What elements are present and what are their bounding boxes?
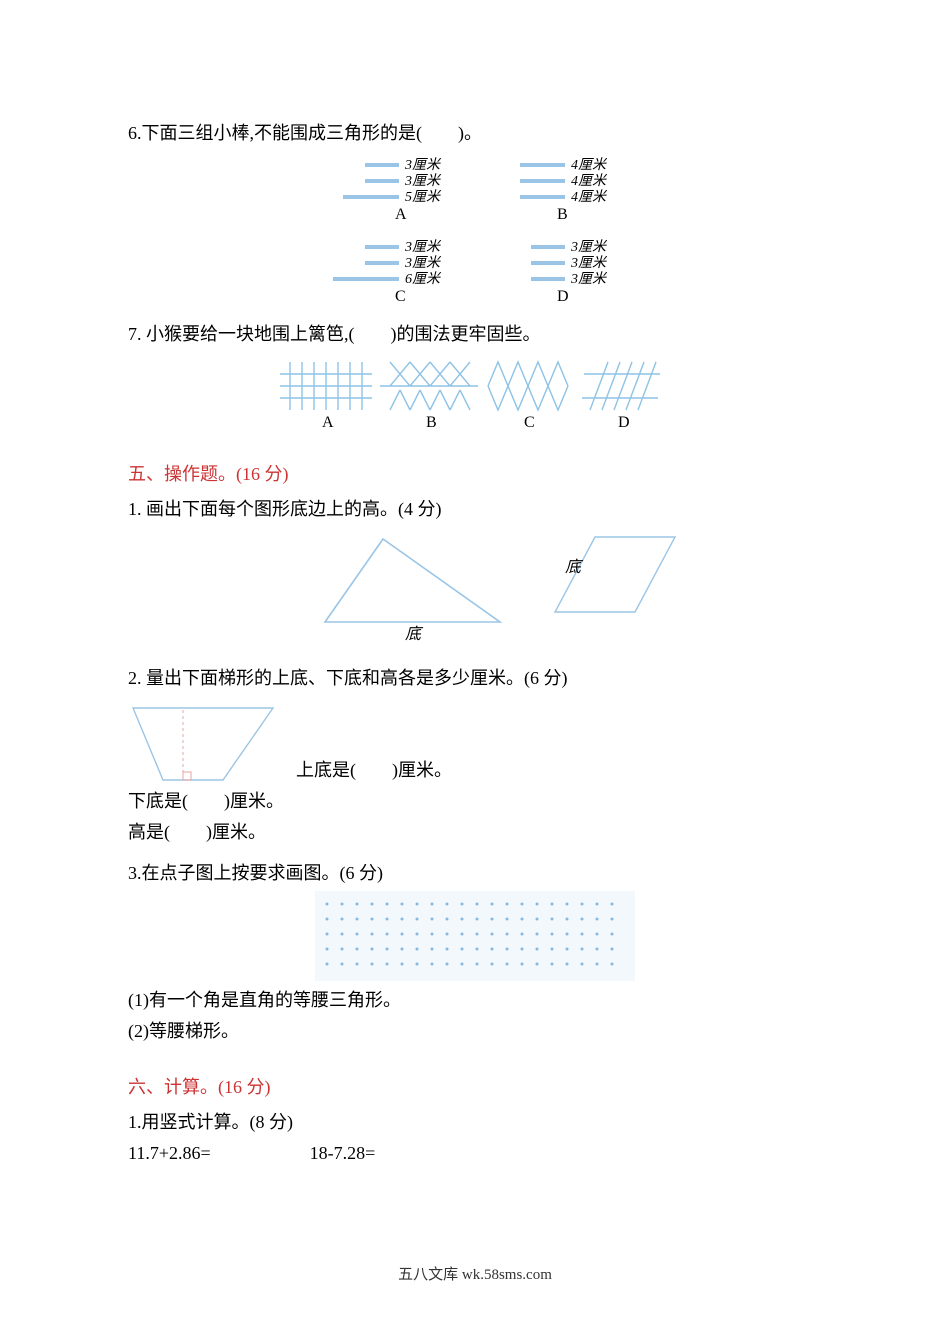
section5-title: 五、操作题。(16 分) [128, 460, 822, 486]
q6-1-exprs: 11.7+2.86= 18-7.28= [128, 1140, 822, 1167]
q6-rod-A-3: 5厘米 [405, 189, 442, 205]
q5-1-figure: 底 底 [265, 527, 685, 647]
q5-1-para-label: 底 [565, 558, 584, 576]
q6-rod-A-2: 3厘米 [404, 173, 442, 189]
q7-fence-figure: A B C D [280, 352, 670, 432]
q7-label-A: A [322, 414, 334, 431]
q7-label-B: B [426, 414, 437, 431]
q7-text: 7. 小猴要给一块地围上篱笆,( )的围法更牢固些。 [128, 321, 822, 348]
q5-2-line3: 高是( )厘米。 [128, 819, 822, 846]
q6-rod-D-2: 3厘米 [570, 255, 608, 271]
q5-3-text: 3.在点子图上按要求画图。(6 分) [128, 860, 822, 887]
q5-2-text: 2. 量出下面梯形的上底、下底和高各是多少厘米。(6 分) [128, 665, 822, 692]
q5-2-figure [128, 698, 278, 788]
q5-2-line2: 下底是( )厘米。 [128, 788, 822, 815]
q6-label-D: D [557, 288, 569, 305]
q5-3-sub2: (2)等腰梯形。 [128, 1018, 822, 1045]
q6-label-B: B [557, 206, 568, 223]
q6-rod-C-2: 3厘米 [404, 255, 442, 271]
q6-1-expr1: 11.7+2.86= [128, 1143, 211, 1163]
q6-rod-C-1: 3厘米 [404, 239, 442, 255]
q6-text: 6.下面三组小棒,不能围成三角形的是( )。 [128, 120, 822, 147]
q6-label-A: A [395, 206, 407, 223]
q6-1-text: 1.用竖式计算。(8 分) [128, 1109, 822, 1136]
q6-rod-C-3: 6厘米 [405, 271, 442, 287]
q6-label-C: C [395, 288, 406, 305]
q6-1-expr2: 18-7.28= [310, 1143, 376, 1163]
q7-label-C: C [524, 414, 535, 431]
section6-title: 六、计算。(16 分) [128, 1073, 822, 1099]
q5-3-sub1: (1)有一个角是直角的等腰三角形。 [128, 987, 822, 1014]
q6-rod-D-3: 3厘米 [570, 271, 608, 287]
q7-label-D: D [618, 414, 630, 431]
q6-rod-A-1: 3厘米 [404, 157, 442, 173]
q6-rod-B-2: 4厘米 [571, 173, 608, 189]
q5-3-dotgrid [315, 891, 635, 981]
q5-1-text: 1. 画出下面每个图形底边上的高。(4 分) [128, 496, 822, 523]
q5-2-line1: 上底是( )厘米。 [296, 757, 452, 784]
q5-1-tri-label: 底 [405, 625, 424, 643]
q6-rod-D-1: 3厘米 [570, 239, 608, 255]
q6-rods-figure: 3厘米 3厘米 5厘米 A 4厘米 4厘米 4厘米 B 3厘米 3厘米 6厘米 … [295, 151, 655, 321]
q6-rod-B-1: 4厘米 [571, 157, 608, 173]
q6-rod-B-3: 4厘米 [571, 189, 608, 205]
page-footer: 五八文库 wk.58sms.com [0, 1263, 950, 1284]
